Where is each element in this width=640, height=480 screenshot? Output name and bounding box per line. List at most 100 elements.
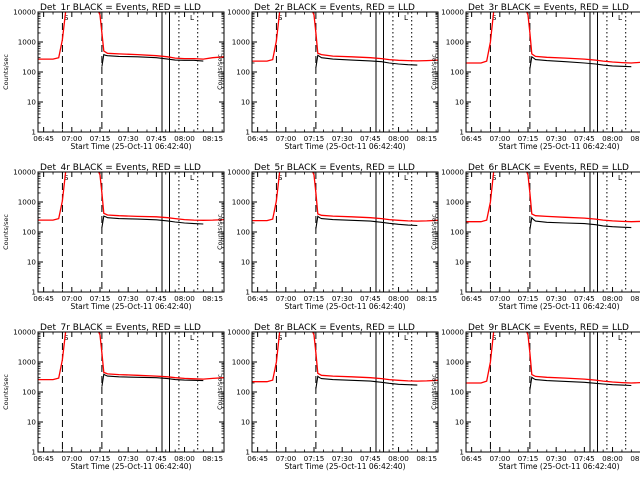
x-tick-label: 08:00 xyxy=(602,294,623,303)
y-tick-label: 1000 xyxy=(446,198,465,207)
panel-3: Det_3r BLACK = Events, RED = LLD 1 10 100 10… xyxy=(430,3,640,151)
y-tick-label: 1 xyxy=(459,288,464,297)
marker-annotation: S xyxy=(64,173,69,182)
panel-5: Det_5r BLACK = Events, RED = LLD 1 10 100 10… xyxy=(216,163,439,311)
y-tick-label: 10000 xyxy=(227,8,250,17)
plot-frame xyxy=(37,11,225,133)
panel-title: Det_4r BLACK = Events, RED = LLD xyxy=(40,163,201,173)
y-tick-label: 10 xyxy=(241,98,251,107)
x-tick-label: 08:00 xyxy=(388,294,409,303)
marker-annotation: S xyxy=(278,13,283,22)
x-tick-label: 08:00 xyxy=(388,454,409,463)
y-tick-label: 100 xyxy=(22,228,36,237)
x-tick-label: 06:45 xyxy=(33,134,54,143)
series-line-events xyxy=(315,375,418,389)
y-tick-label: 100 xyxy=(236,388,250,397)
y-tick-label: 10000 xyxy=(441,168,464,177)
y-tick-label: 100 xyxy=(450,388,464,397)
x-tick-label: 07:30 xyxy=(332,454,353,463)
y-axis-label: Counts/sec xyxy=(430,54,438,90)
y-tick-label: 100 xyxy=(22,388,36,397)
x-tick-label: 07:45 xyxy=(146,134,167,143)
series-group xyxy=(38,12,224,67)
y-tick-label: 1000 xyxy=(232,38,251,47)
x-tick-label: 08:15 xyxy=(202,454,223,463)
x-tick-label: 07:15 xyxy=(518,134,539,143)
x-tick-label: 07:30 xyxy=(332,134,353,143)
y-tick-label: 100 xyxy=(450,68,464,77)
x-tick-label: 08:15 xyxy=(416,454,437,463)
x-tick-label: 06:45 xyxy=(461,134,482,143)
series-line-events xyxy=(529,216,632,230)
series-line-lld xyxy=(466,12,640,64)
x-axis-label: Start Time (25-Oct-11 06:42:40) xyxy=(498,142,619,151)
panel-title: Det_5r BLACK = Events, RED = LLD xyxy=(254,163,415,173)
x-tick-label: 08:15 xyxy=(202,294,223,303)
series-line-lld xyxy=(38,172,224,221)
y-tick-label: 10 xyxy=(241,258,251,267)
marker-annotation: S xyxy=(64,333,69,342)
x-tick-label: 06:45 xyxy=(247,454,268,463)
y-tick-label: 1 xyxy=(459,448,464,457)
x-axis-label: Start Time (25-Oct-11 06:42:40) xyxy=(284,462,405,471)
y-tick-label: 10 xyxy=(455,98,465,107)
x-tick-label: 06:45 xyxy=(247,134,268,143)
series-group xyxy=(252,172,438,229)
y-tick-label: 1 xyxy=(31,288,36,297)
x-tick-label: 07:15 xyxy=(518,454,539,463)
x-tick-label: 07:15 xyxy=(90,454,111,463)
y-tick-label: 1000 xyxy=(18,38,37,47)
series-line-events xyxy=(101,53,204,67)
x-tick-label: 07:00 xyxy=(275,294,296,303)
x-tick-label: 07:00 xyxy=(275,134,296,143)
marker-annotation: L xyxy=(190,13,194,22)
plot-frame xyxy=(465,11,640,133)
x-tick-label: 07:45 xyxy=(146,294,167,303)
y-tick-label: 1000 xyxy=(18,358,37,367)
x-tick-label: 08:15 xyxy=(630,134,640,143)
panel-6: Det_6r BLACK = Events, RED = LLD 1 10 100 10… xyxy=(430,163,640,311)
y-tick-label: 1000 xyxy=(18,198,37,207)
y-axis-label: Counts/sec xyxy=(2,54,10,90)
series-line-events xyxy=(315,54,418,68)
marker-annotation: S xyxy=(492,13,497,22)
x-tick-label: 06:45 xyxy=(33,294,54,303)
y-tick-label: 10 xyxy=(27,258,37,267)
y-tick-label: 1000 xyxy=(446,38,465,47)
x-tick-label: 08:00 xyxy=(388,134,409,143)
x-tick-label: 07:30 xyxy=(118,294,139,303)
x-axis-label: Start Time (25-Oct-11 06:42:40) xyxy=(498,302,619,311)
marker-annotation: S xyxy=(278,333,283,342)
y-tick-label: 10 xyxy=(27,418,37,427)
x-tick-label: 08:00 xyxy=(174,294,195,303)
x-tick-label: 07:45 xyxy=(360,454,381,463)
y-axis-label: Counts/sec xyxy=(216,54,224,90)
y-tick-label: 10 xyxy=(27,98,37,107)
y-tick-label: 1 xyxy=(245,448,250,457)
marker-annotation: L xyxy=(404,173,408,182)
x-tick-label: 07:45 xyxy=(574,454,595,463)
y-tick-label: 1000 xyxy=(446,358,465,367)
x-tick-label: 07:30 xyxy=(546,454,567,463)
series-line-lld xyxy=(252,172,438,222)
x-tick-label: 07:15 xyxy=(304,454,325,463)
x-tick-label: 07:00 xyxy=(61,454,82,463)
panel-2: Det_2r BLACK = Events, RED = LLD 1 10 100 10… xyxy=(216,3,439,151)
x-tick-label: 08:00 xyxy=(602,134,623,143)
x-tick-label: 07:00 xyxy=(489,294,510,303)
y-tick-label: 1 xyxy=(31,448,36,457)
x-tick-label: 07:15 xyxy=(90,294,111,303)
y-tick-label: 1000 xyxy=(232,358,251,367)
panel-9: Det_9r BLACK = Events, RED = LLD 1 10 100 10… xyxy=(430,323,640,471)
x-tick-label: 07:00 xyxy=(489,134,510,143)
panel-title: Det_8r BLACK = Events, RED = LLD xyxy=(254,323,415,333)
marker-annotation: S xyxy=(492,173,497,182)
y-tick-label: 1 xyxy=(31,128,36,137)
x-axis-label: Start Time (25-Oct-11 06:42:40) xyxy=(70,462,191,471)
series-line-events xyxy=(529,376,632,390)
y-tick-label: 10000 xyxy=(441,8,464,17)
series-group xyxy=(252,12,438,68)
x-tick-label: 07:15 xyxy=(304,294,325,303)
x-tick-label: 08:15 xyxy=(202,134,223,143)
